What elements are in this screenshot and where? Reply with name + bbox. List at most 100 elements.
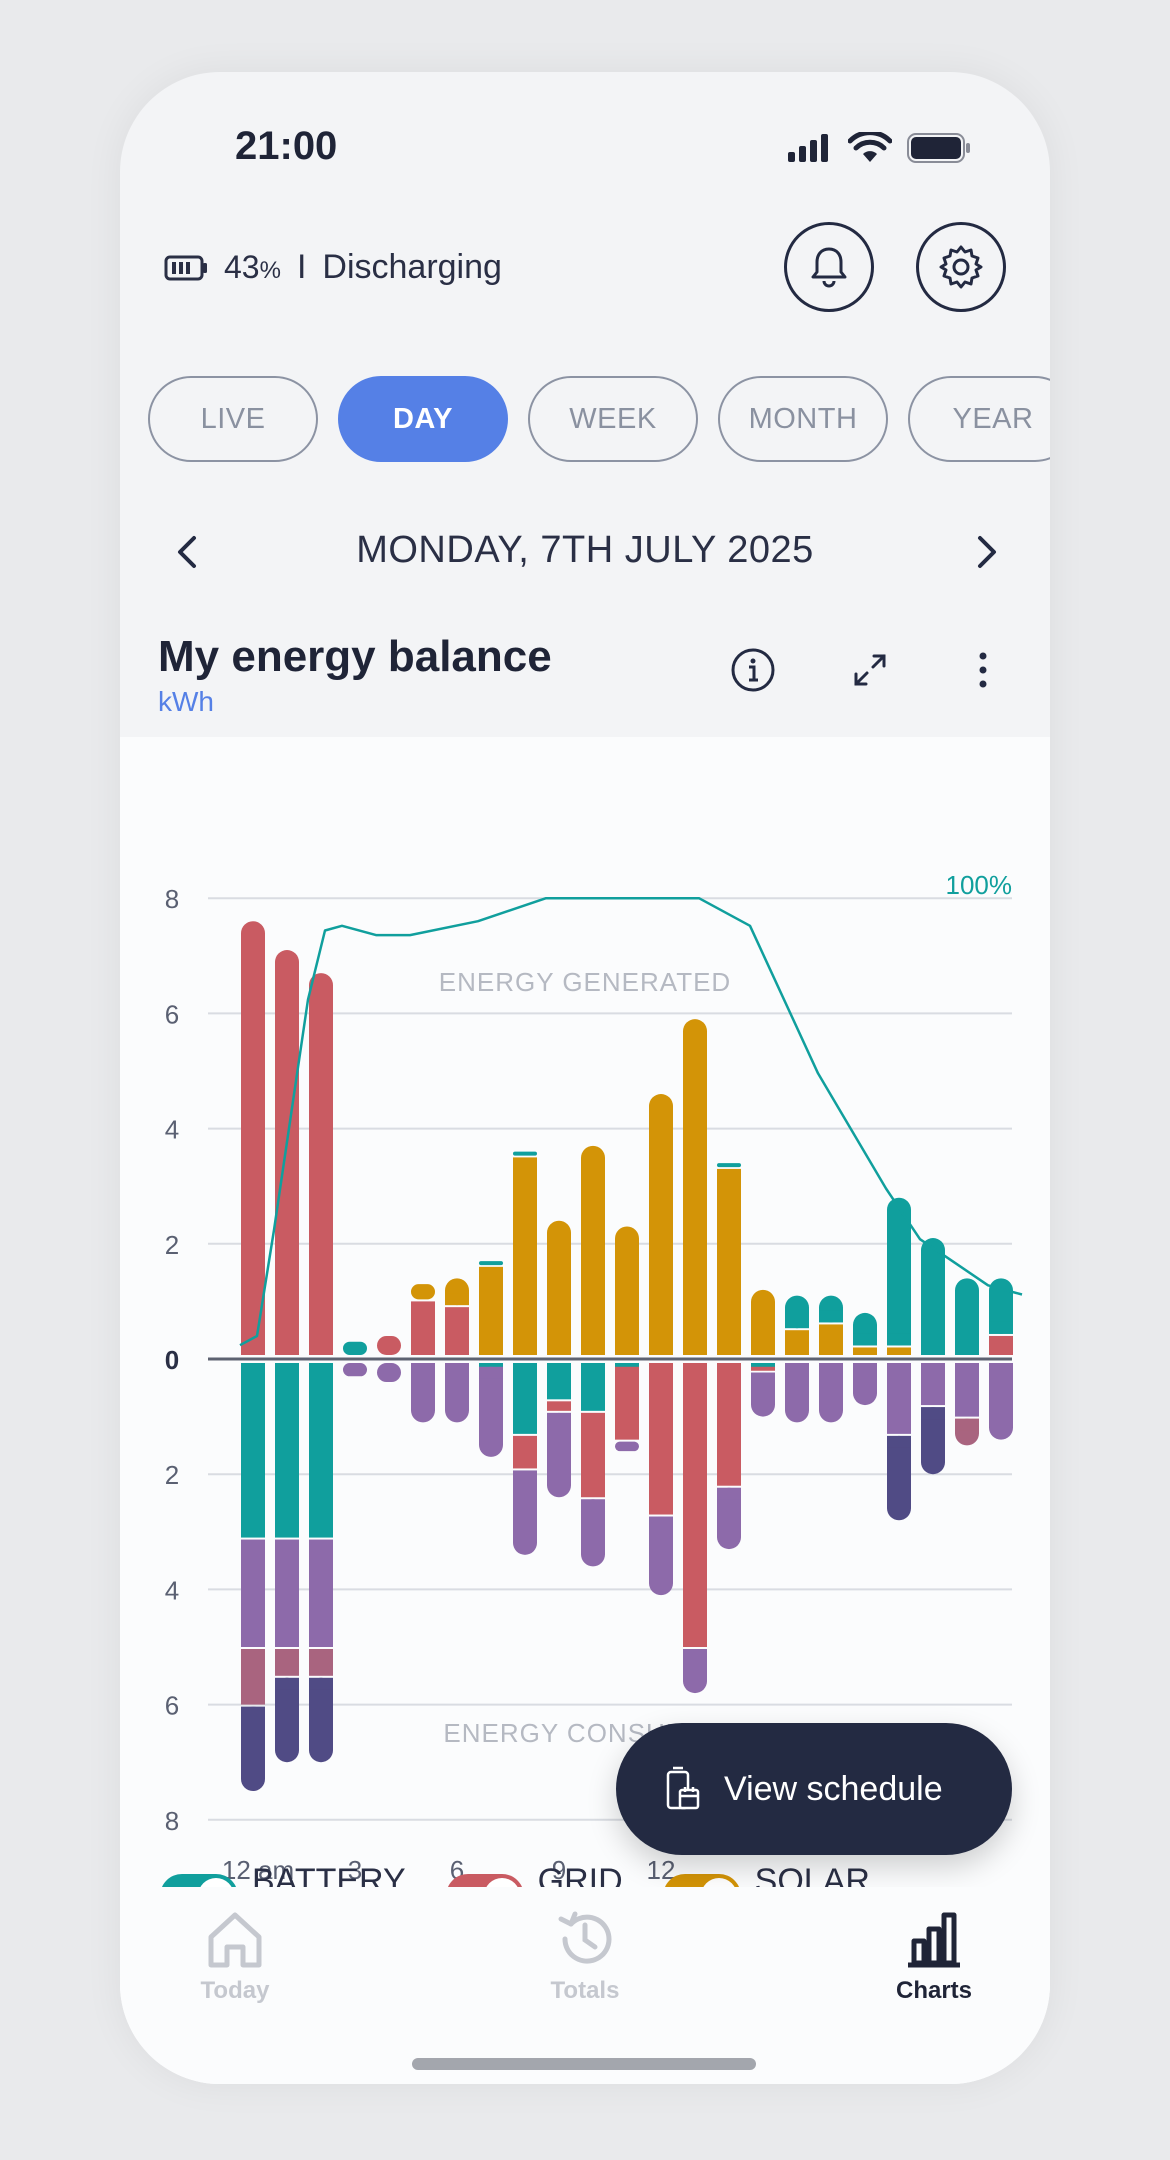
bottom-navigation: Today Totals Charts [120,1887,1050,2084]
generated-bar-segment [241,921,265,1355]
consumed-bar-segment [309,1363,333,1538]
more-options-button[interactable] [955,642,1011,698]
consumed-bar-segment [513,1435,537,1469]
generated-bar-segment-base [751,1343,775,1355]
generated-bar-segment [275,950,299,1355]
settings-button[interactable] [916,222,1006,312]
consumed-bar-segment [513,1363,537,1434]
consumed-bar-segment-base [649,1516,673,1529]
generated-bar-segment [411,1301,435,1355]
consumed-bar-segment-base [547,1412,571,1425]
state-of-charge-line [239,896,1023,1347]
consumed-bar-segment-base [683,1649,707,1661]
x-tick-label: 12 am [222,1855,294,1885]
generated-bar-segment [581,1145,605,1355]
consumed-bar-segment [887,1435,911,1521]
battery-status-icon [907,133,970,163]
consumed-bar-segment-base [819,1363,843,1375]
generated-bar-segment [615,1226,639,1355]
bar-chart-icon [908,1912,960,1968]
consumed-bar-segment [241,1363,265,1538]
tab-day[interactable]: DAY [338,376,508,462]
consumed-bar-segment [785,1363,809,1423]
phone-screen: 21:00 43% I Discharging [120,72,1050,2084]
consumed-bar-segment [751,1363,775,1367]
generated-bar-segment-base [853,1333,877,1346]
generated-bar-segment [445,1307,469,1355]
history-icon [558,1911,612,1964]
battery-separator: I [296,248,307,286]
consumed-bar-segment [309,1649,333,1676]
consumed-bar-segment [241,1649,265,1705]
generated-bar-segment [343,1341,367,1355]
tab-month[interactable]: MONTH [718,376,888,462]
expand-button[interactable] [842,642,898,698]
generated-bar-segment [819,1324,843,1355]
consumed-bar-segment [649,1363,673,1515]
consumed-bar-segment-base [581,1499,605,1512]
consumed-bar-segment [717,1363,741,1486]
generated-bar-segment [513,1151,537,1156]
tab-week[interactable]: WEEK [528,376,698,462]
x-tick-label: 9 [552,1855,566,1885]
consumed-bar-segment-base [275,1677,299,1690]
date-label: MONDAY, 7TH JULY 2025 [356,528,814,571]
generated-bar-segment-base [649,1343,673,1355]
expand-icon [854,654,886,686]
consumed-bar-segment-base [921,1407,945,1420]
consumed-bar-segment [275,1677,299,1763]
generated-bar-segment [887,1347,911,1355]
consumed-bar-segment-base [241,1706,265,1719]
nav-today[interactable]: Today [135,1907,335,2005]
nav-totals[interactable]: Totals [485,1907,685,2005]
card-unit: kWh [158,686,214,717]
consumed-bar-segment [581,1363,605,1411]
y-tick-label: 8 [165,1806,179,1836]
tab-live[interactable]: LIVE [148,376,318,462]
next-day-button[interactable] [966,532,1006,572]
battery-level-icon [164,255,207,280]
annotation-energy-generated: ENERGY GENERATED [439,967,731,997]
generated-bar-segment [751,1289,775,1355]
view-schedule-button[interactable]: View schedule [616,1723,1012,1855]
nav-charts[interactable]: Charts [834,1907,1034,2005]
generated-bar-segment [513,1157,537,1355]
consumed-bar-segment [411,1363,435,1423]
consumed-bar-segment-base [479,1366,503,1379]
battery-percent: 43% [224,249,281,285]
consumed-bar-segment [615,1363,639,1367]
tab-year[interactable]: YEAR [908,376,1050,462]
battery-status: Discharging [322,248,502,286]
consumed-bar-segment [819,1363,843,1423]
consumed-bar-segment [921,1407,945,1475]
generated-bar-segment-base [785,1316,809,1329]
more-vertical-icon [979,652,987,688]
y-tick-label: 6 [165,999,179,1029]
info-button[interactable] [725,642,781,698]
x-tick-label: 3 [348,1855,362,1885]
wifi-icon [848,132,892,162]
consumed-bar-segment [547,1412,571,1498]
view-schedule-label: View schedule [724,1769,943,1808]
consumed-bar-segment [717,1487,741,1550]
notifications-button[interactable] [784,222,874,312]
generated-bar-segment-base [241,1343,265,1355]
generated-bar-segment-base [819,1310,843,1323]
generated-bar-segment [717,1168,741,1355]
consumed-bar-segment [479,1366,503,1457]
consumed-bar-segment [683,1363,707,1647]
consumed-bar-segment [445,1363,469,1423]
generated-bar-segment-base [275,1343,299,1355]
previous-day-button[interactable] [168,532,208,572]
info-icon [731,648,775,692]
consumed-bar-segment [581,1412,605,1498]
consumed-bar-segment-base [853,1363,877,1375]
consumed-bar-segment [921,1363,945,1406]
consumed-bar-segment [275,1539,299,1647]
generated-bar-segment [887,1197,911,1346]
consumed-bar-segment [479,1363,503,1367]
generated-bar-segment [853,1347,877,1355]
generated-bar-segment [309,973,333,1355]
generated-bar-segment [989,1278,1013,1334]
